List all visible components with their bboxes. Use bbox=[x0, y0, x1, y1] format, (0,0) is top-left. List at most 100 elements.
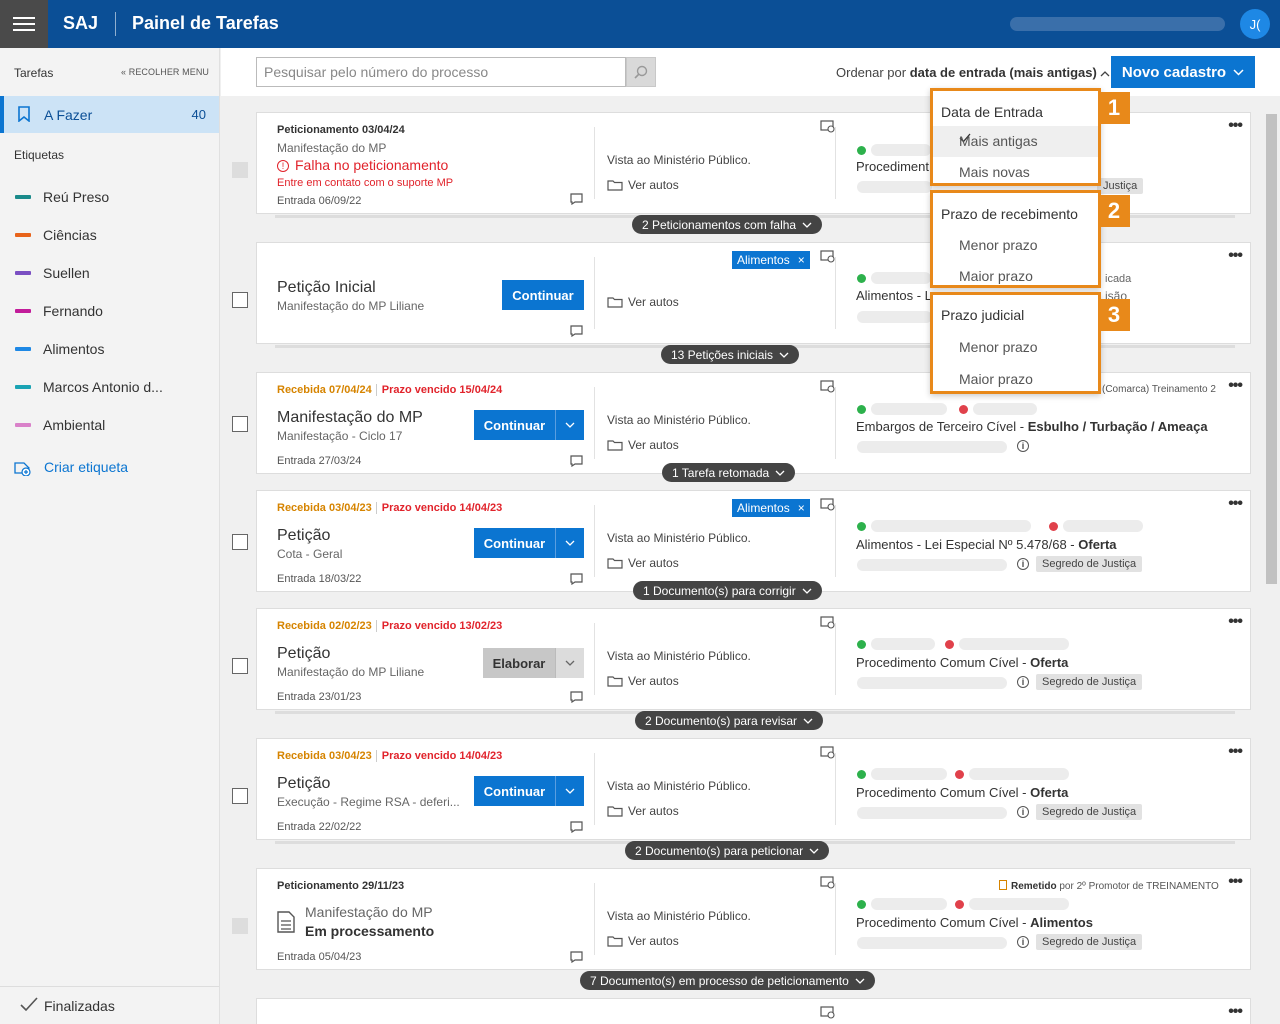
comment-icon[interactable] bbox=[570, 193, 583, 205]
task-card[interactable]: ••• bbox=[256, 998, 1251, 1024]
transfer-icon[interactable] bbox=[820, 876, 836, 889]
task-checkbox[interactable] bbox=[232, 416, 248, 432]
group-toggle-pill[interactable]: 1 Documento(s) para corrigir bbox=[633, 581, 822, 600]
continue-button[interactable]: Continuar bbox=[474, 410, 555, 440]
more-options-icon[interactable]: ••• bbox=[1228, 873, 1243, 890]
sort-option-oldest[interactable]: Mais antigas bbox=[933, 126, 1098, 157]
task-checkbox[interactable] bbox=[232, 534, 248, 550]
transfer-icon[interactable] bbox=[820, 1006, 836, 1019]
info-icon[interactable]: i bbox=[1017, 676, 1029, 688]
task-checkbox[interactable] bbox=[232, 162, 248, 178]
process-subject: Oferta bbox=[1030, 785, 1069, 800]
transfer-icon[interactable] bbox=[820, 746, 836, 759]
task-card[interactable]: Recebida 03/04/23 Prazo vencido 14/04/23 … bbox=[256, 490, 1251, 592]
entry-date: Entrada 18/03/22 bbox=[277, 573, 362, 585]
collapse-menu-button[interactable]: « RECOLHER MENU bbox=[121, 67, 210, 77]
view-records-link[interactable]: Ver autos bbox=[607, 556, 679, 570]
group-toggle-pill[interactable]: 1 Tarefa retomada bbox=[662, 463, 796, 482]
group-toggle-pill[interactable]: 2 Peticionamentos com falha bbox=[632, 215, 823, 234]
group-toggle-pill[interactable]: 2 Documento(s) para peticionar bbox=[625, 841, 830, 860]
view-records-link[interactable]: Ver autos bbox=[607, 438, 679, 452]
deadline-line: Recebida 02/02/23 Prazo vencido 13/02/23 bbox=[277, 620, 503, 632]
view-records-label: Ver autos bbox=[628, 438, 679, 452]
more-options-icon[interactable]: ••• bbox=[1228, 1003, 1243, 1020]
sort-option-longest[interactable]: Maior prazo bbox=[933, 261, 1098, 287]
continue-dropdown-button[interactable] bbox=[555, 776, 584, 806]
sidebar-item-finalizadas[interactable]: Finalizadas bbox=[0, 986, 219, 1024]
view-records-link[interactable]: Ver autos bbox=[607, 804, 679, 818]
transfer-icon[interactable] bbox=[820, 616, 836, 629]
sidebar-tag-fernando[interactable]: Fernando bbox=[0, 292, 219, 330]
close-icon[interactable]: × bbox=[797, 501, 805, 515]
group-toggle-pill[interactable]: 13 Petições iniciais bbox=[661, 345, 800, 364]
search-input[interactable] bbox=[256, 57, 626, 87]
scrollbar-thumb[interactable] bbox=[1266, 114, 1277, 584]
secrecy-badge: Segredo de Justiça bbox=[1036, 556, 1143, 572]
comment-icon[interactable] bbox=[570, 951, 583, 963]
sidebar-tag-reu-preso[interactable]: Reú Preso bbox=[0, 178, 219, 216]
more-options-icon[interactable]: ••• bbox=[1228, 247, 1243, 264]
tag-chip-alimentos[interactable]: Alimentos × bbox=[732, 251, 810, 269]
task-checkbox[interactable] bbox=[232, 918, 248, 934]
group-toggle-pill[interactable]: 7 Documento(s) em processo de peticionam… bbox=[580, 971, 875, 990]
task-checkbox[interactable] bbox=[232, 292, 248, 308]
transfer-icon[interactable] bbox=[820, 250, 836, 263]
sidebar-tag-ciencias[interactable]: Ciências bbox=[0, 216, 219, 254]
view-records-link[interactable]: Ver autos bbox=[607, 934, 679, 948]
group-toggle-pill[interactable]: 2 Documento(s) para revisar bbox=[635, 711, 824, 730]
continue-button[interactable]: Continuar bbox=[474, 776, 555, 806]
sort-option-shortest[interactable]: Menor prazo bbox=[933, 332, 1098, 363]
more-options-icon[interactable]: ••• bbox=[1228, 377, 1243, 394]
continue-button[interactable]: Continuar bbox=[474, 528, 555, 558]
process-class-text: Embargos de Terceiro Cível - bbox=[856, 419, 1028, 434]
view-records-link[interactable]: Ver autos bbox=[607, 295, 679, 309]
task-checkbox[interactable] bbox=[232, 658, 248, 674]
info-icon[interactable]: i bbox=[1017, 558, 1029, 570]
elaborate-button[interactable]: Elaborar bbox=[483, 648, 555, 678]
elaborate-dropdown-button[interactable] bbox=[555, 648, 584, 678]
new-registration-button[interactable]: Novo cadastro bbox=[1111, 56, 1255, 88]
comment-icon[interactable] bbox=[570, 691, 583, 703]
info-icon[interactable]: i bbox=[1017, 440, 1029, 452]
more-options-icon[interactable]: ••• bbox=[1228, 613, 1243, 630]
task-card[interactable]: Recebida 07/04/24 Prazo vencido 15/04/24 … bbox=[256, 372, 1251, 474]
transfer-icon[interactable] bbox=[820, 120, 836, 133]
sidebar-tag-suellen[interactable]: Suellen bbox=[0, 254, 219, 292]
sort-option-longest[interactable]: Maior prazo bbox=[933, 364, 1098, 395]
view-records-link[interactable]: Ver autos bbox=[607, 178, 679, 192]
sidebar-item-a-fazer[interactable]: A Fazer 40 bbox=[0, 96, 219, 133]
transfer-icon[interactable] bbox=[820, 380, 836, 393]
avatar[interactable]: J( bbox=[1240, 9, 1270, 39]
process-status-fragment: icada bbox=[1105, 273, 1132, 285]
brand-logo[interactable]: SAJ bbox=[63, 13, 99, 33]
comment-icon[interactable] bbox=[570, 455, 583, 467]
continue-dropdown-button[interactable] bbox=[555, 410, 584, 440]
transfer-icon[interactable] bbox=[820, 498, 836, 511]
tag-label: Ciências bbox=[43, 227, 97, 243]
order-by-toggle[interactable]: Ordenar por data de entrada (mais antiga… bbox=[836, 65, 1110, 80]
search-button[interactable] bbox=[626, 57, 656, 87]
task-checkbox[interactable] bbox=[232, 788, 248, 804]
close-icon[interactable]: × bbox=[797, 253, 805, 267]
comment-icon[interactable] bbox=[570, 573, 583, 585]
more-options-icon[interactable]: ••• bbox=[1228, 495, 1243, 512]
comment-icon[interactable] bbox=[570, 821, 583, 833]
sidebar-tag-alimentos[interactable]: Alimentos bbox=[0, 330, 219, 368]
continue-button[interactable]: Continuar bbox=[502, 280, 584, 310]
info-icon[interactable]: i bbox=[1017, 936, 1029, 948]
view-records-link[interactable]: Ver autos bbox=[607, 674, 679, 688]
sidebar-tag-ambiental[interactable]: Ambiental bbox=[0, 406, 219, 444]
tag-chip-alimentos[interactable]: Alimentos × bbox=[732, 499, 810, 517]
more-options-icon[interactable]: ••• bbox=[1228, 117, 1243, 134]
task-card[interactable]: Recebida 03/04/23 Prazo vencido 14/04/23 … bbox=[256, 738, 1251, 840]
comment-icon[interactable] bbox=[570, 325, 583, 337]
task-card[interactable]: Peticionamento 29/11/23 Manifestação do … bbox=[256, 868, 1251, 970]
sidebar-tag-marcos[interactable]: Marcos Antonio d... bbox=[0, 368, 219, 406]
sort-option-shortest[interactable]: Menor prazo bbox=[933, 230, 1098, 261]
menu-icon[interactable] bbox=[0, 0, 48, 48]
task-card[interactable]: Recebida 02/02/23 Prazo vencido 13/02/23 … bbox=[256, 608, 1251, 710]
sort-option-newest[interactable]: Mais novas bbox=[933, 157, 1098, 185]
more-options-icon[interactable]: ••• bbox=[1228, 743, 1243, 760]
continue-dropdown-button[interactable] bbox=[555, 528, 584, 558]
info-icon[interactable]: i bbox=[1017, 806, 1029, 818]
